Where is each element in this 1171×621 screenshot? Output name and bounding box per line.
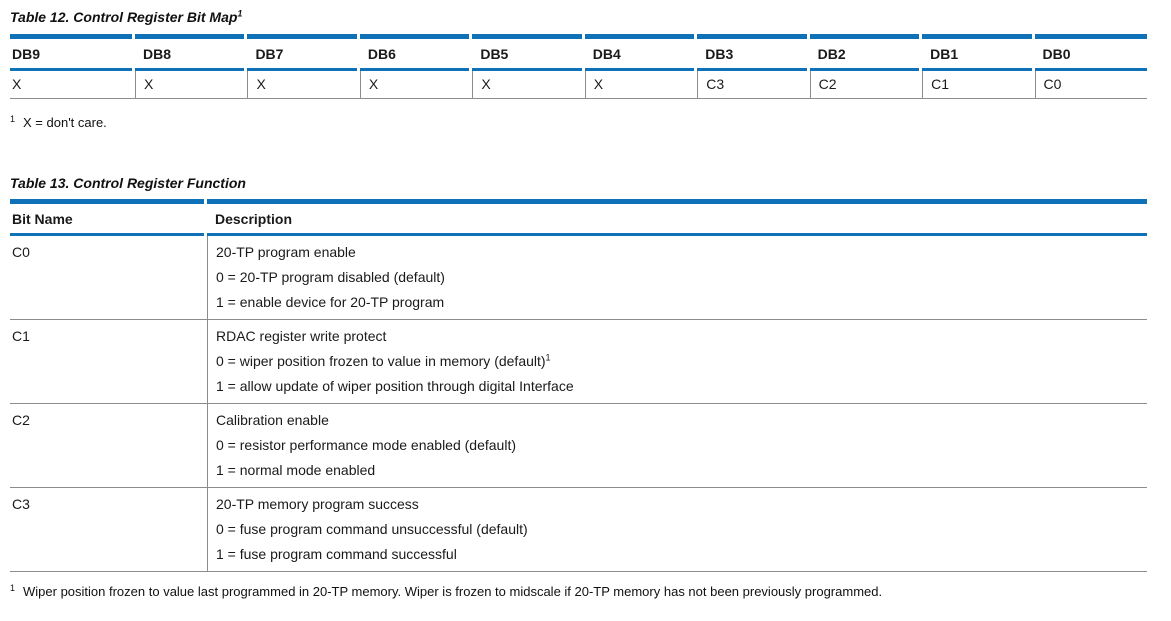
rule-segment (584, 68, 695, 71)
rule-segment (359, 68, 470, 71)
rule-segment (10, 68, 132, 71)
rule-segment (472, 34, 582, 39)
footnote-text: Wiper position frozen to value last prog… (23, 584, 883, 599)
table12-data-cell: X (359, 71, 472, 98)
table13-row-c0: C0 20-TP program enable 0 = 20-TP progra… (10, 236, 1147, 320)
table12-data-cell: X (472, 71, 584, 98)
rule-segment (207, 233, 1147, 236)
table13-header-bit-name: Bit Name (12, 211, 73, 227)
table12-header-cell: DB5 (480, 46, 509, 62)
description-cell: Calibration enable 0 = resistor performa… (207, 404, 1147, 487)
description-line: 0 = wiper position frozen to value in me… (216, 349, 1143, 374)
table12-data-cell: C1 (922, 71, 1034, 98)
description-line: Calibration enable (216, 412, 329, 428)
table13: Bit Name Description C0 20-TP program en… (10, 199, 1147, 572)
rule-segment (1034, 68, 1147, 71)
footnote-text: X = don't care. (23, 115, 107, 130)
table12-data-cell: C0 (1034, 71, 1147, 98)
table12-data-row: X X X X X X C3 C2 C1 C0 (10, 71, 1147, 99)
rule-segment (697, 34, 807, 39)
rule-segment (247, 34, 357, 39)
description-line: 20-TP program enable (216, 244, 356, 260)
description-line: 0 = resistor performance mode enabled (d… (216, 437, 516, 453)
description-cell: 20-TP memory program success 0 = fuse pr… (207, 488, 1147, 571)
rule-segment (247, 68, 357, 71)
table13-top-rule (10, 199, 1147, 204)
table12-header-cell: DB8 (143, 46, 172, 62)
bit-name-cell: C2 (12, 412, 30, 428)
rule-segment (135, 34, 245, 39)
table12-data-cell: C3 (697, 71, 809, 98)
description-line: 1 = normal mode enabled (216, 462, 376, 478)
table13-title: Table 13. Control Register Function (10, 174, 1147, 193)
bit-name-cell: C0 (12, 244, 30, 260)
rule-segment (697, 68, 807, 71)
table12-header-row: DB9 DB8 DB7 DB6 DB5 DB4 DB3 DB2 DB1 DB0 (10, 39, 1147, 68)
table12-title: Table 12. Control Register Bit Map1 (10, 8, 1147, 27)
rule-segment (10, 233, 204, 236)
table12-header-cell: DB4 (592, 46, 621, 62)
table13-header-rule (10, 233, 1147, 236)
table13-row-c2: C2 Calibration enable 0 = resistor perfo… (10, 404, 1147, 488)
rule-segment (922, 68, 1032, 71)
description-line: 0 = fuse program command unsuccessful (d… (216, 521, 528, 537)
description-line: 1 = fuse program command successful (216, 546, 457, 562)
table12-data-cell: C2 (809, 71, 922, 98)
table12-title-text: Table 12. Control Register Bit Map (10, 9, 238, 25)
table12-header-cell: DB1 (930, 46, 959, 62)
table12-header-cell: DB2 (817, 46, 846, 62)
description-line: 0 = 20-TP program disabled (default) (216, 269, 445, 285)
table12-data-cell: X (135, 71, 247, 98)
rule-segment (584, 34, 695, 39)
table12-header-cell: DB9 (12, 46, 41, 62)
rule-segment (809, 34, 920, 39)
table12-header-cell: DB3 (705, 46, 734, 62)
rule-segment (1034, 34, 1147, 39)
datasheet-page: Table 12. Control Register Bit Map1 DB9 … (10, 8, 1147, 600)
table13-row-c3: C3 20-TP memory program success 0 = fuse… (10, 488, 1147, 572)
bit-name-cell: C3 (12, 496, 30, 512)
description-line: 1 = allow update of wiper position throu… (216, 378, 574, 394)
description-line: RDAC register write protect (216, 328, 387, 344)
rule-segment (207, 199, 1147, 204)
footnote-ref: 1 (545, 352, 551, 363)
table12-top-rule (10, 34, 1147, 39)
table12-data-cell: X (247, 71, 359, 98)
footnote-marker: 1 (10, 582, 16, 593)
rule-segment (809, 68, 920, 71)
table13-header-description: Description (215, 211, 293, 227)
table12-title-footnote-ref: 1 (237, 8, 243, 19)
rule-segment (922, 34, 1032, 39)
bit-name-cell: C1 (12, 328, 30, 344)
rule-segment (10, 34, 132, 39)
table12-header-cell: DB7 (255, 46, 284, 62)
page-content: Table 12. Control Register Bit Map1 DB9 … (10, 8, 1147, 600)
rule-segment (472, 68, 582, 71)
table12-header-cell: DB6 (367, 46, 396, 62)
rule-segment (135, 68, 245, 71)
description-cell: 20-TP program enable 0 = 20-TP program d… (207, 236, 1147, 319)
footnote-marker: 1 (10, 113, 16, 124)
description-line-text: 0 = wiper position frozen to value in me… (216, 353, 546, 369)
description-line: 20-TP memory program success (216, 496, 419, 512)
rule-segment (359, 34, 470, 39)
description-line: 1 = enable device for 20-TP program (216, 294, 445, 310)
table12-footnote: 1 X = don't care. (10, 114, 1147, 131)
table12: DB9 DB8 DB7 DB6 DB5 DB4 DB3 DB2 DB1 DB0 … (10, 34, 1147, 99)
rule-segment (10, 199, 204, 204)
table13-footnote: 1 Wiper position frozen to value last pro… (10, 583, 1147, 600)
table12-data-cell: X (584, 71, 697, 98)
description-cell: RDAC register write protect 0 = wiper po… (207, 320, 1147, 403)
table13-row-c1: C1 RDAC register write protect 0 = wiper… (10, 320, 1147, 404)
table12-header-rule (10, 68, 1147, 71)
table12-data-cell: X (12, 76, 22, 92)
table13-title-text: Table 13. Control Register Function (10, 175, 246, 191)
table12-header-cell: DB0 (1042, 46, 1071, 62)
table13-header-row: Bit Name Description (10, 204, 1147, 233)
